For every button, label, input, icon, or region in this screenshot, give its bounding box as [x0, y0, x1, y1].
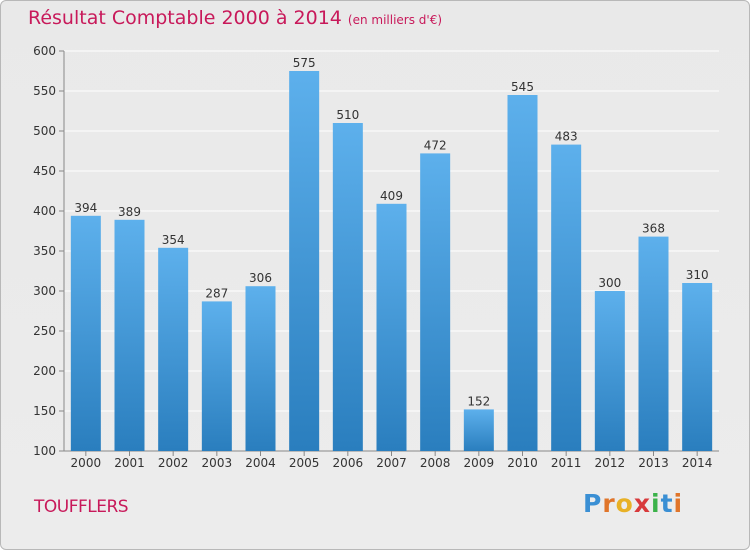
data-label: 389 — [118, 205, 141, 219]
x-tick-label: 2006 — [333, 456, 364, 470]
x-tick-label: 2002 — [158, 456, 189, 470]
bar-2007[interactable] — [376, 203, 407, 451]
data-label: 483 — [555, 130, 578, 144]
data-label: 354 — [162, 233, 185, 247]
x-tick-label: 2009 — [464, 456, 495, 470]
x-tick-label: 2010 — [507, 456, 538, 470]
bar-2008[interactable] — [420, 153, 451, 451]
y-tick-label: 350 — [33, 244, 56, 258]
logo-letter: t — [660, 489, 674, 518]
bar-2005[interactable] — [289, 71, 320, 451]
data-label: 575 — [293, 56, 316, 70]
x-tick-label: 2011 — [551, 456, 582, 470]
y-tick-label: 600 — [33, 44, 56, 58]
data-label: 152 — [467, 394, 490, 408]
logo-letter: P — [583, 489, 603, 518]
x-tick-label: 2000 — [71, 456, 102, 470]
data-label: 300 — [598, 276, 621, 290]
x-tick-label: 2004 — [245, 456, 276, 470]
data-label: 306 — [249, 271, 272, 285]
bar-2013[interactable] — [638, 236, 669, 451]
x-tick-label: 2008 — [420, 456, 451, 470]
chart-subtitle: (en milliers d'€) — [347, 13, 443, 27]
data-label: 394 — [74, 201, 97, 215]
bar-2000[interactable] — [70, 215, 101, 451]
data-label: 472 — [424, 138, 447, 152]
bar-2009[interactable] — [463, 409, 494, 451]
bar-2010[interactable] — [507, 95, 538, 451]
data-label: 287 — [205, 286, 228, 300]
commune-name: TOUFFLERS — [34, 497, 129, 517]
x-tick-label: 2014 — [682, 456, 713, 470]
bar-2012[interactable] — [594, 291, 625, 451]
logo-letter: o — [615, 489, 634, 518]
bar-2004[interactable] — [245, 286, 276, 451]
x-tick-label: 2003 — [202, 456, 233, 470]
bar-2006[interactable] — [332, 123, 363, 451]
x-tick-label: 2013 — [638, 456, 669, 470]
data-label: 368 — [642, 222, 665, 236]
y-tick-label: 550 — [33, 84, 56, 98]
data-label: 409 — [380, 189, 403, 203]
y-tick-label: 450 — [33, 164, 56, 178]
x-tick-label: 2001 — [114, 456, 145, 470]
data-label: 310 — [686, 268, 709, 282]
chart-title-text: Résultat Comptable 2000 à 2014 — [28, 7, 342, 29]
logo-letter: x — [633, 489, 651, 518]
y-tick-label: 500 — [33, 124, 56, 138]
bar-2011[interactable] — [551, 144, 582, 451]
y-tick-label: 300 — [33, 284, 56, 298]
x-tick-label: 2005 — [289, 456, 320, 470]
y-tick-label: 150 — [33, 404, 56, 418]
chart-title: Résultat Comptable 2000 à 2014 (en millie… — [28, 7, 442, 29]
data-label: 545 — [511, 80, 534, 94]
y-tick-label: 250 — [33, 324, 56, 338]
bar-2001[interactable] — [114, 219, 145, 451]
y-tick-label: 100 — [33, 444, 56, 458]
y-tick-label: 200 — [33, 364, 56, 378]
data-label: 510 — [336, 108, 359, 122]
bar-2002[interactable] — [158, 247, 189, 451]
x-tick-label: 2012 — [595, 456, 626, 470]
y-tick-label: 400 — [33, 204, 56, 218]
logo-letter: r — [602, 489, 616, 518]
proxiti-logo[interactable]: Proxiti — [583, 489, 683, 518]
logo-letter: i — [673, 489, 684, 518]
logo-letter: i — [651, 489, 661, 518]
bar-2014[interactable] — [682, 283, 713, 451]
x-tick-label: 2007 — [376, 456, 407, 470]
bar-2003[interactable] — [201, 301, 232, 451]
